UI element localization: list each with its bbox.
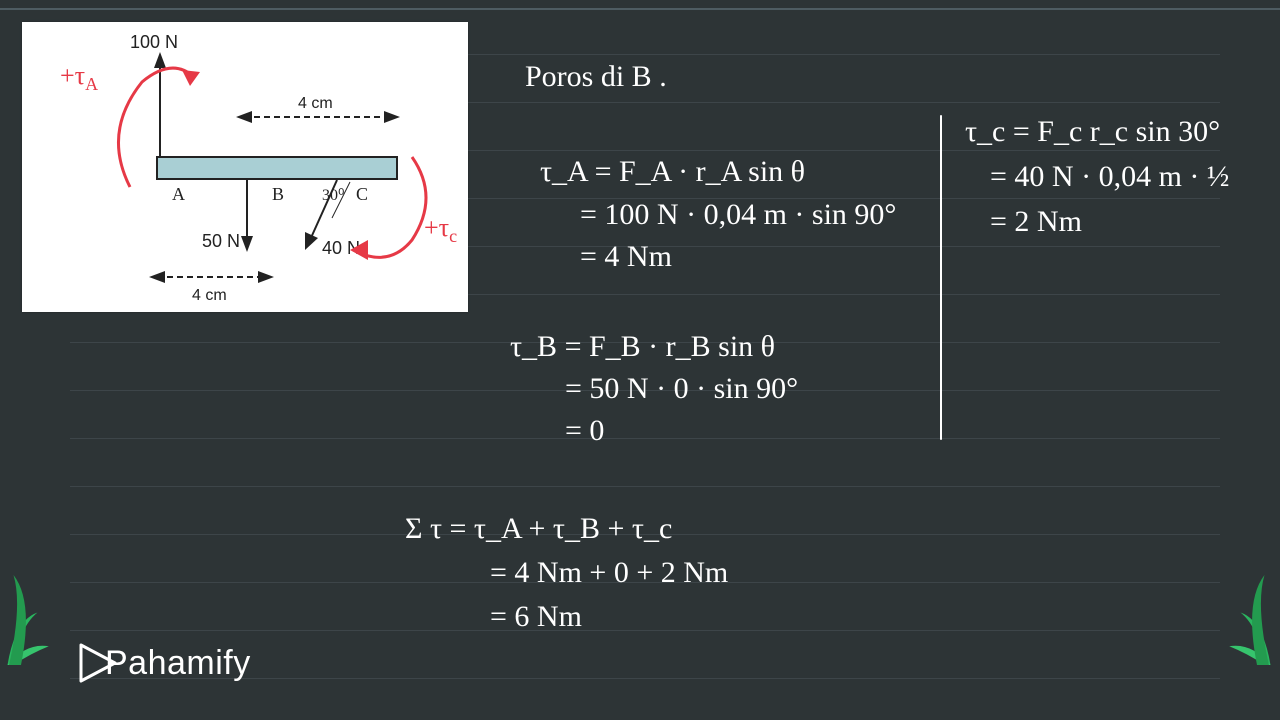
brand-logo: Pahamify [75, 641, 251, 685]
force-100N-label: 100 N [130, 32, 178, 52]
tauA-line3: = 4 Nm [580, 240, 672, 273]
tauA-line2: = 100 N · 0,04 m · sin 90° [580, 198, 896, 231]
sum-line3: = 6 Nm [490, 600, 582, 633]
work-divider [940, 115, 942, 440]
sum-line2: = 4 Nm + 0 + 2 Nm [490, 556, 728, 589]
beam [157, 157, 397, 179]
tauC-line3: = 2 Nm [990, 205, 1082, 238]
dim-bottom-label: 4 cm [192, 287, 227, 304]
label-C: C [356, 184, 368, 204]
brand-text: Pahamify [105, 644, 251, 683]
tauC-line1: τ_c = F_c r_c sin 30° [965, 115, 1220, 148]
tauB-line1: τ_B = F_B · r_B sin θ [510, 330, 775, 363]
tauB-line2: = 50 N · 0 · sin 90° [565, 372, 798, 405]
label-B: B [272, 184, 284, 204]
leaf-left-icon [0, 575, 60, 665]
title-poros: Poros di B . [525, 60, 667, 93]
dim-top-label: 4 cm [298, 95, 333, 112]
sum-line1: Σ τ = τ_A + τ_B + τ_c [405, 512, 672, 545]
force-50N-label: 50 N [202, 231, 240, 251]
tauA-line1: τ_A = F_A · r_A sin θ [540, 155, 805, 188]
page-top-border [0, 8, 1280, 10]
leaf-right-icon [1218, 575, 1278, 665]
label-A: A [172, 184, 185, 204]
tauC-line2: = 40 N · 0,04 m · ½ [990, 160, 1229, 193]
torque-diagram: A B 30⁰ C 100 N 50 N 40 N 4 cm 4 cm +τA [22, 22, 468, 312]
anno-tauA: +τA [60, 61, 98, 94]
anno-tauC: +τc [424, 213, 457, 246]
tauB-line3: = 0 [565, 414, 604, 447]
